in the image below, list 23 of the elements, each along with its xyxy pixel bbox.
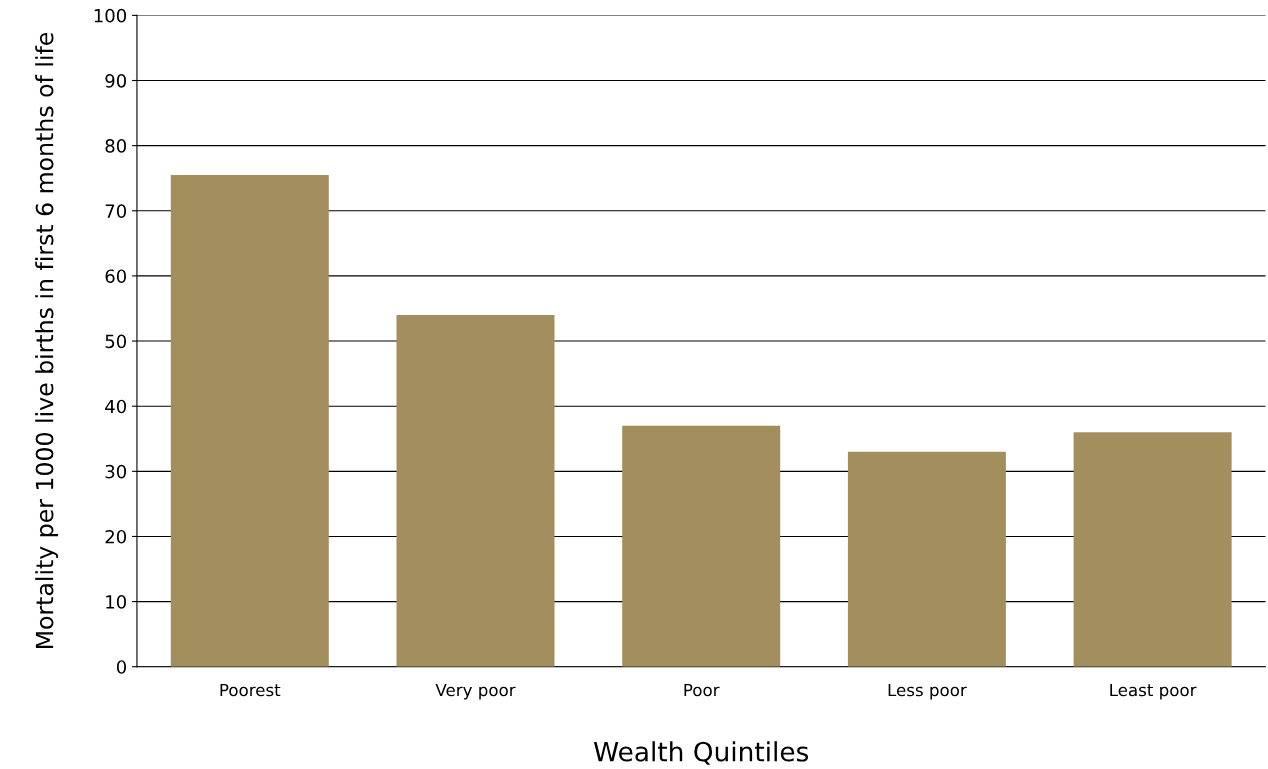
y-tick-label: 80 — [105, 139, 127, 153]
y-tick-label: 10 — [106, 595, 127, 609]
y-tick-label: 0 — [116, 660, 127, 674]
y-tick-label: 100 — [94, 8, 127, 23]
x-tick-label: Less poor — [888, 683, 967, 700]
x-tick-label: Poor — [684, 683, 720, 697]
bar — [170, 174, 329, 667]
y-tick-label: 60 — [105, 269, 127, 284]
y-tick-label: 70 — [105, 204, 127, 218]
y-tick-label: 20 — [105, 529, 127, 544]
y-tick-label: 30 — [105, 464, 127, 479]
y-tick-label: 50 — [105, 334, 127, 349]
bar — [1073, 432, 1232, 667]
x-tick-label: Very poor — [435, 683, 516, 700]
y-tick-label: 90 — [105, 73, 127, 88]
x-axis-title: Wealth Quintiles — [593, 741, 809, 765]
y-axis-title: Mortality per 1000 live births in first 6 months of life — [35, 32, 59, 649]
x-tick-label: Least poor — [1110, 683, 1197, 700]
x-tick-label: Poorest — [220, 683, 281, 697]
bar — [396, 315, 555, 667]
bar — [847, 451, 1006, 667]
y-tick-label: 40 — [105, 399, 127, 414]
bar — [622, 425, 781, 667]
